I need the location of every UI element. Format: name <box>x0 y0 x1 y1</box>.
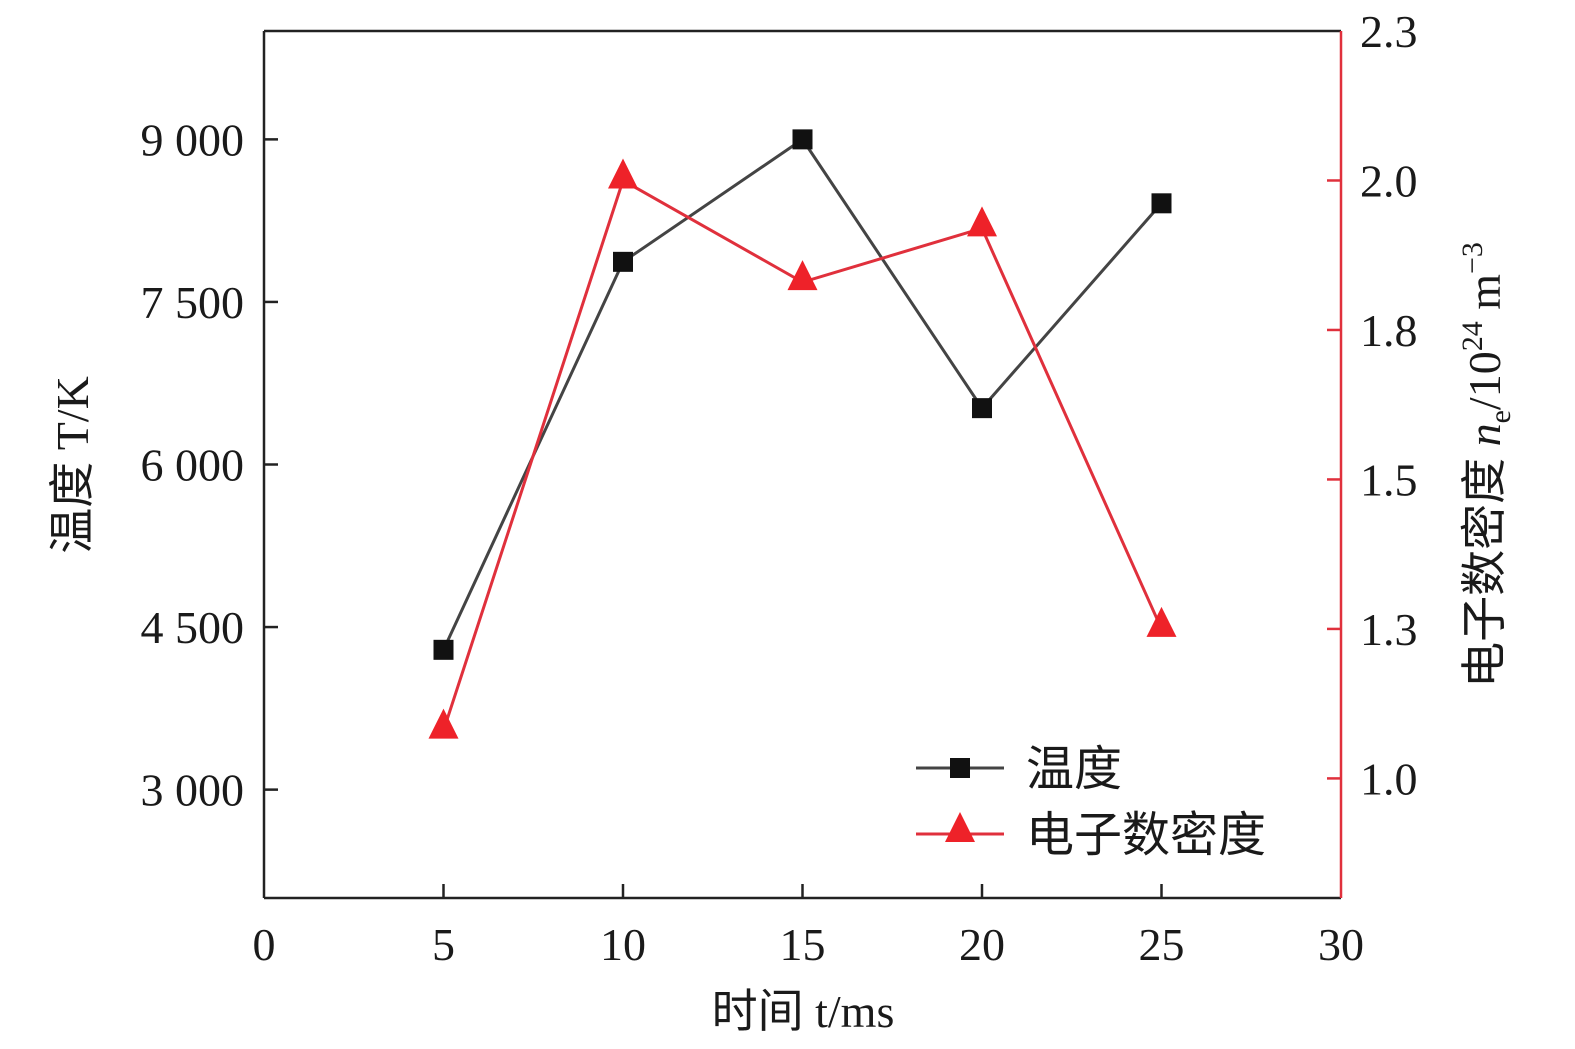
legend-marker-2 <box>945 812 975 842</box>
x-tick-label: 5 <box>432 919 455 970</box>
series-line-1 <box>442 137 1163 651</box>
y-left-tick-label: 7 500 <box>141 277 245 328</box>
temperature-point <box>1151 193 1172 214</box>
x-tick-label: 10 <box>600 919 646 970</box>
y-right-tick-label: 2.0 <box>1360 155 1418 206</box>
temperature-point <box>613 251 633 272</box>
y-left-tick-label: 9 000 <box>141 114 245 165</box>
legend-label-1: 温度 <box>1026 743 1122 796</box>
legend-marker-1 <box>950 758 970 778</box>
x-tick-label: 20 <box>959 919 1005 970</box>
y-left-tick-label: 6 000 <box>141 440 245 491</box>
y-axis-left-label: 温度 T/K <box>47 376 98 554</box>
electron-density-point <box>608 158 638 189</box>
temperature-point <box>792 129 813 150</box>
x-tick-label: 15 <box>780 919 826 970</box>
x-tick-label: 0 <box>253 919 276 970</box>
temperature-point <box>972 398 992 419</box>
legend-label-2: 电子数密度 <box>1026 809 1266 862</box>
temperature-point <box>433 639 454 660</box>
y-right-tick-label: 1.8 <box>1360 305 1418 356</box>
y-left-tick-label: 3 000 <box>141 765 245 816</box>
electron-density-point <box>967 206 997 237</box>
x-tick-label: 30 <box>1318 919 1364 970</box>
y-right-tick-label: 1.5 <box>1360 454 1418 505</box>
electron-density-point <box>428 708 459 739</box>
y-axis-right-label: 电子数密度 ne/1024 m−3 <box>1456 242 1517 688</box>
x-tick-label: 25 <box>1139 919 1185 970</box>
electron-density-point <box>1146 606 1177 637</box>
y-right-tick-label: 2.3 <box>1360 6 1418 57</box>
x-axis-label: 时间 t/ms <box>712 986 895 1037</box>
y-left-tick-label: 4 500 <box>141 602 245 653</box>
electron-density-point <box>787 260 818 291</box>
y-right-tick-label: 1.0 <box>1360 753 1418 804</box>
y-right-tick-label: 1.3 <box>1360 604 1418 655</box>
